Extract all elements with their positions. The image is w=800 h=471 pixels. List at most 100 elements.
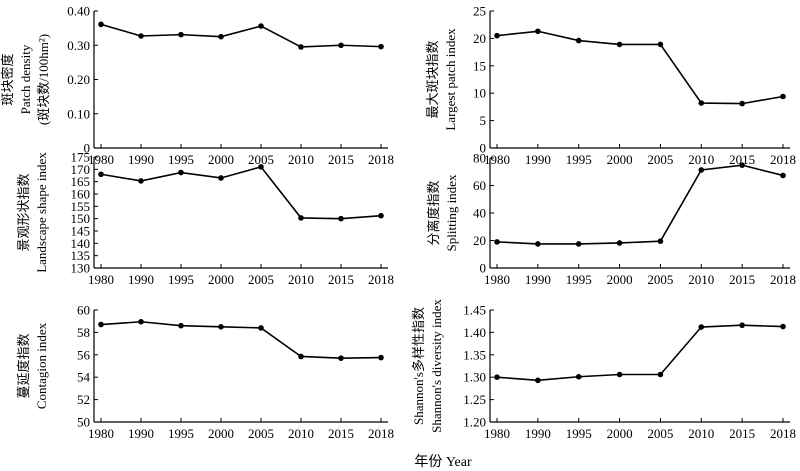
x-tick-label: 1980	[484, 426, 510, 441]
y-tick-label: 165	[71, 174, 91, 189]
x-tick-label: 2015	[328, 152, 354, 167]
shannon-diversity-index-point	[657, 371, 664, 378]
x-tick-label: 2015	[328, 272, 354, 287]
y-axis-title: 最大斑块指数	[425, 40, 440, 118]
splitting-index-point	[780, 172, 786, 179]
shannon-diversity-index-point	[494, 374, 500, 381]
splitting-index-point	[657, 238, 664, 244]
largest-patch-index-point	[575, 37, 582, 44]
y-axis-title: 蔓延度指数	[16, 333, 31, 398]
x-axis-title: 年份 Year	[414, 454, 472, 470]
y-axis-title: Patch density	[18, 44, 33, 114]
x-tick-label: 2018	[770, 272, 796, 287]
y-tick-label: 1.45	[463, 303, 486, 318]
x-tick-label: 1995	[566, 152, 592, 167]
y-axis-title: 分离度指数	[426, 180, 441, 245]
y-tick-label: 140	[71, 236, 91, 251]
x-tick-label: 1995	[566, 272, 592, 287]
splitting-index-point	[698, 167, 705, 173]
x-tick-label: 2010	[288, 152, 314, 167]
x-tick-label: 1990	[128, 426, 154, 441]
x-tick-label: 2015	[328, 426, 354, 441]
x-tick-label: 1990	[128, 152, 154, 167]
x-tick-label: 2018	[368, 426, 394, 441]
x-tick-label: 2005	[248, 152, 274, 167]
x-tick-label: 1980	[484, 152, 510, 167]
x-tick-label: 2005	[647, 272, 673, 287]
contagion-index-point	[218, 324, 224, 330]
y-axis-title: Largest patch index	[443, 28, 458, 131]
x-tick-label: 2015	[729, 152, 755, 167]
contagion-index-point	[298, 353, 304, 360]
largest-patch-index-point	[657, 41, 664, 48]
y-tick-label: 0.40	[67, 4, 90, 19]
x-tick-label: 1995	[168, 152, 194, 167]
x-tick-label: 2000	[607, 152, 633, 167]
y-tick-label: 58	[77, 325, 90, 340]
landscape-shape-index-point	[338, 215, 344, 222]
y-tick-label: 135	[71, 248, 91, 263]
y-tick-label: 0.10	[67, 106, 90, 121]
y-tick-label: 40	[473, 206, 486, 221]
y-axis-title: Landscape shape index	[34, 152, 49, 273]
contagion-index-point	[378, 354, 384, 361]
patch-density-point	[218, 33, 224, 40]
x-tick-label: 2018	[368, 152, 394, 167]
x-tick-label: 1980	[88, 272, 114, 287]
patch-density-point	[378, 43, 384, 50]
largest-patch-index-point	[739, 100, 745, 107]
contagion-index-point	[138, 318, 144, 325]
landscape-shape-index-point	[178, 169, 184, 176]
y-tick-label: 52	[77, 392, 90, 407]
landscape-shape-index-point	[98, 171, 104, 178]
shannon-diversity-index-line	[496, 324, 784, 382]
x-tick-label: 2010	[288, 426, 314, 441]
x-tick-label: 2005	[248, 426, 274, 441]
contagion-index-point	[258, 325, 264, 331]
y-tick-label: 25	[473, 4, 486, 19]
splitting-index-point	[575, 241, 582, 247]
x-tick-label: 1990	[525, 426, 551, 441]
y-axis-title: 景观形状指数	[16, 173, 31, 251]
y-tick-label: 1.40	[463, 325, 486, 340]
x-tick-label: 2005	[248, 272, 274, 287]
y-tick-label: 0.30	[67, 38, 90, 53]
y-tick-label: 20	[473, 233, 486, 248]
patch-density-point	[258, 23, 264, 29]
x-tick-label: 2010	[688, 272, 714, 287]
y-tick-label: 0	[480, 261, 487, 276]
largest-patch-index-point	[535, 28, 541, 35]
x-tick-label: 2018	[368, 272, 394, 287]
patch-density-chart: 0 0.10 0.20 0.30 0.40 1980 1990 1995 2000 2005 201…	[0, 4, 394, 168]
y-tick-label: 155	[71, 199, 91, 214]
x-tick-label: 1995	[566, 426, 592, 441]
y-axis-title: Splitting index	[444, 174, 459, 251]
largest-patch-index-point	[494, 32, 500, 39]
patch-density-point	[298, 44, 304, 50]
contagion-index-chart: 50 52 54 56 58 60 1980 1990 1995 2000 2005 2010 2015…	[16, 303, 394, 442]
y-tick-label: 145	[71, 224, 91, 239]
landscape-shape-index-point	[218, 175, 224, 181]
x-tick-label: 2000	[607, 272, 633, 287]
y-axis-title: (斑块数/100hm²)	[36, 34, 51, 125]
x-tick-label: 1980	[88, 152, 114, 167]
y-tick-label: 50	[77, 415, 90, 430]
x-tick-label: 1990	[525, 272, 551, 287]
x-tick-label: 2015	[729, 272, 755, 287]
x-tick-label: 2015	[729, 426, 755, 441]
x-tick-label: 2000	[208, 272, 234, 287]
x-tick-label: 2005	[647, 152, 673, 167]
y-tick-label: 1.35	[463, 347, 486, 362]
y-tick-label: 15	[473, 58, 486, 73]
x-tick-label: 2000	[607, 426, 633, 441]
y-tick-label: 170	[71, 162, 91, 177]
splitting-index-line	[496, 164, 784, 245]
y-tick-label: 0	[480, 141, 487, 156]
y-tick-label: 60	[77, 303, 90, 318]
contagion-index-point	[98, 321, 104, 328]
y-tick-label: 60	[473, 178, 486, 193]
shannon-diversity-index-point	[780, 323, 786, 330]
y-tick-label: 80	[473, 151, 486, 166]
